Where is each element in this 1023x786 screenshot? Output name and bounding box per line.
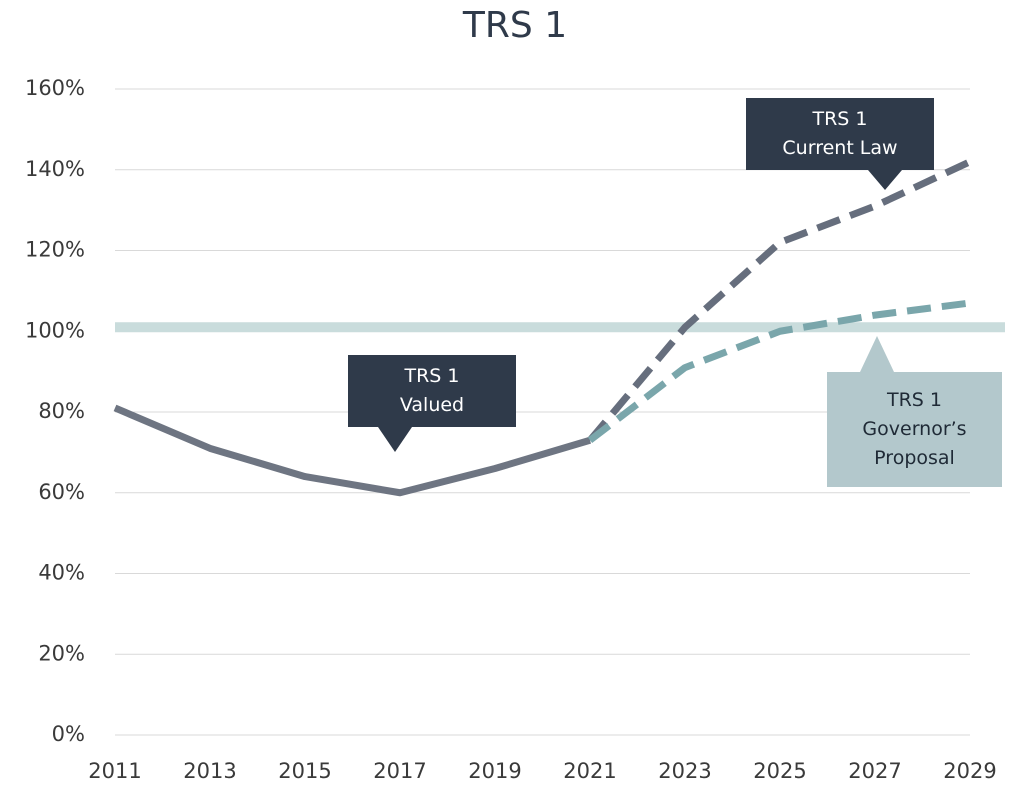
- annotation-text: Proposal: [874, 447, 955, 469]
- annotation-pointer: [378, 427, 412, 452]
- y-tick-label: 20%: [38, 641, 85, 665]
- y-tick-label: 160%: [25, 76, 85, 100]
- x-tick-label: 2029: [943, 759, 996, 783]
- annotation-pointer: [868, 170, 902, 190]
- x-tick-label: 2015: [278, 759, 331, 783]
- x-tick-label: 2025: [753, 759, 806, 783]
- y-tick-label: 0%: [52, 722, 85, 746]
- y-tick-label: 120%: [25, 238, 85, 262]
- annotation-text: Valued: [400, 394, 464, 416]
- x-tick-label: 2019: [468, 759, 521, 783]
- annotation-text: TRS 1: [404, 365, 460, 387]
- x-tick-label: 2017: [373, 759, 426, 783]
- y-tick-label: 40%: [38, 561, 85, 585]
- x-tick-label: 2011: [88, 759, 141, 783]
- annotation-box: [348, 355, 516, 427]
- annotation-pointer: [860, 336, 894, 372]
- annotation-text: Governor’s: [862, 418, 966, 440]
- annotation-box: [746, 98, 934, 170]
- y-tick-label: 100%: [25, 318, 85, 342]
- annotation-text: TRS 1: [812, 108, 868, 130]
- annotation-box: [827, 372, 1002, 487]
- annotation-text: Current Law: [782, 137, 897, 159]
- x-tick-label: 2027: [848, 759, 901, 783]
- y-tick-label: 140%: [25, 157, 85, 181]
- series-line: [587, 299, 971, 444]
- y-tick-label: 60%: [38, 480, 85, 504]
- chart-title: TRS 1: [462, 5, 567, 46]
- series-line: [113, 404, 591, 497]
- x-tick-label: 2013: [183, 759, 236, 783]
- x-tick-label: 2023: [658, 759, 711, 783]
- annotation-text: TRS 1: [886, 389, 942, 411]
- y-tick-label: 80%: [38, 399, 85, 423]
- x-tick-label: 2021: [563, 759, 616, 783]
